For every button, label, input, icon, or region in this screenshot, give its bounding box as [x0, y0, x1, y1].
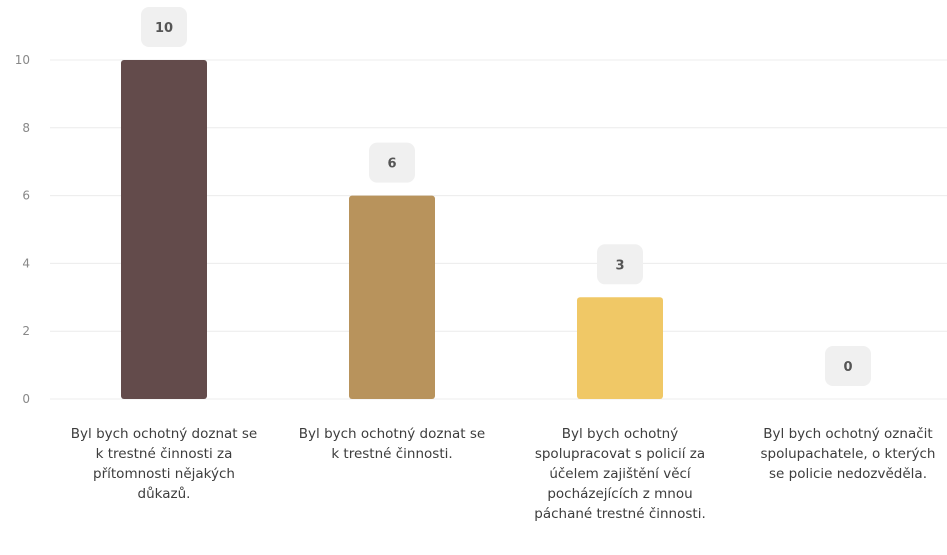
bar: [577, 297, 663, 399]
data-label-badge: [369, 142, 415, 183]
y-tick-label: 10: [15, 53, 30, 67]
y-tick-label: 4: [22, 256, 30, 270]
x-category-label: Byl bych ochotný spolupracovat s policií…: [534, 426, 706, 522]
y-tick-label: 6: [22, 189, 30, 203]
data-label: 3: [615, 258, 624, 273]
y-tick-label: 2: [22, 324, 30, 338]
data-label-badge: [825, 346, 871, 386]
bar: [349, 195, 435, 399]
data-label-badge: [597, 244, 643, 285]
x-category-label: Byl bych ochotný označit spolupachatele,…: [760, 426, 936, 482]
data-label-badge: [141, 7, 187, 47]
chart-plot-area: 0 2 4 6 8 10 10 6 3 0: [15, 7, 947, 406]
y-tick-label: 0: [22, 392, 30, 406]
x-category-label: Byl bych ochotný doznat se k trestné čin…: [298, 426, 486, 462]
bar: [121, 60, 207, 399]
x-category-label: Byl bych ochotný doznat se k trestné čin…: [70, 426, 258, 502]
data-label: 0: [843, 360, 852, 375]
y-tick-label: 8: [22, 121, 30, 135]
data-label: 6: [387, 157, 396, 172]
data-label: 10: [155, 21, 173, 36]
